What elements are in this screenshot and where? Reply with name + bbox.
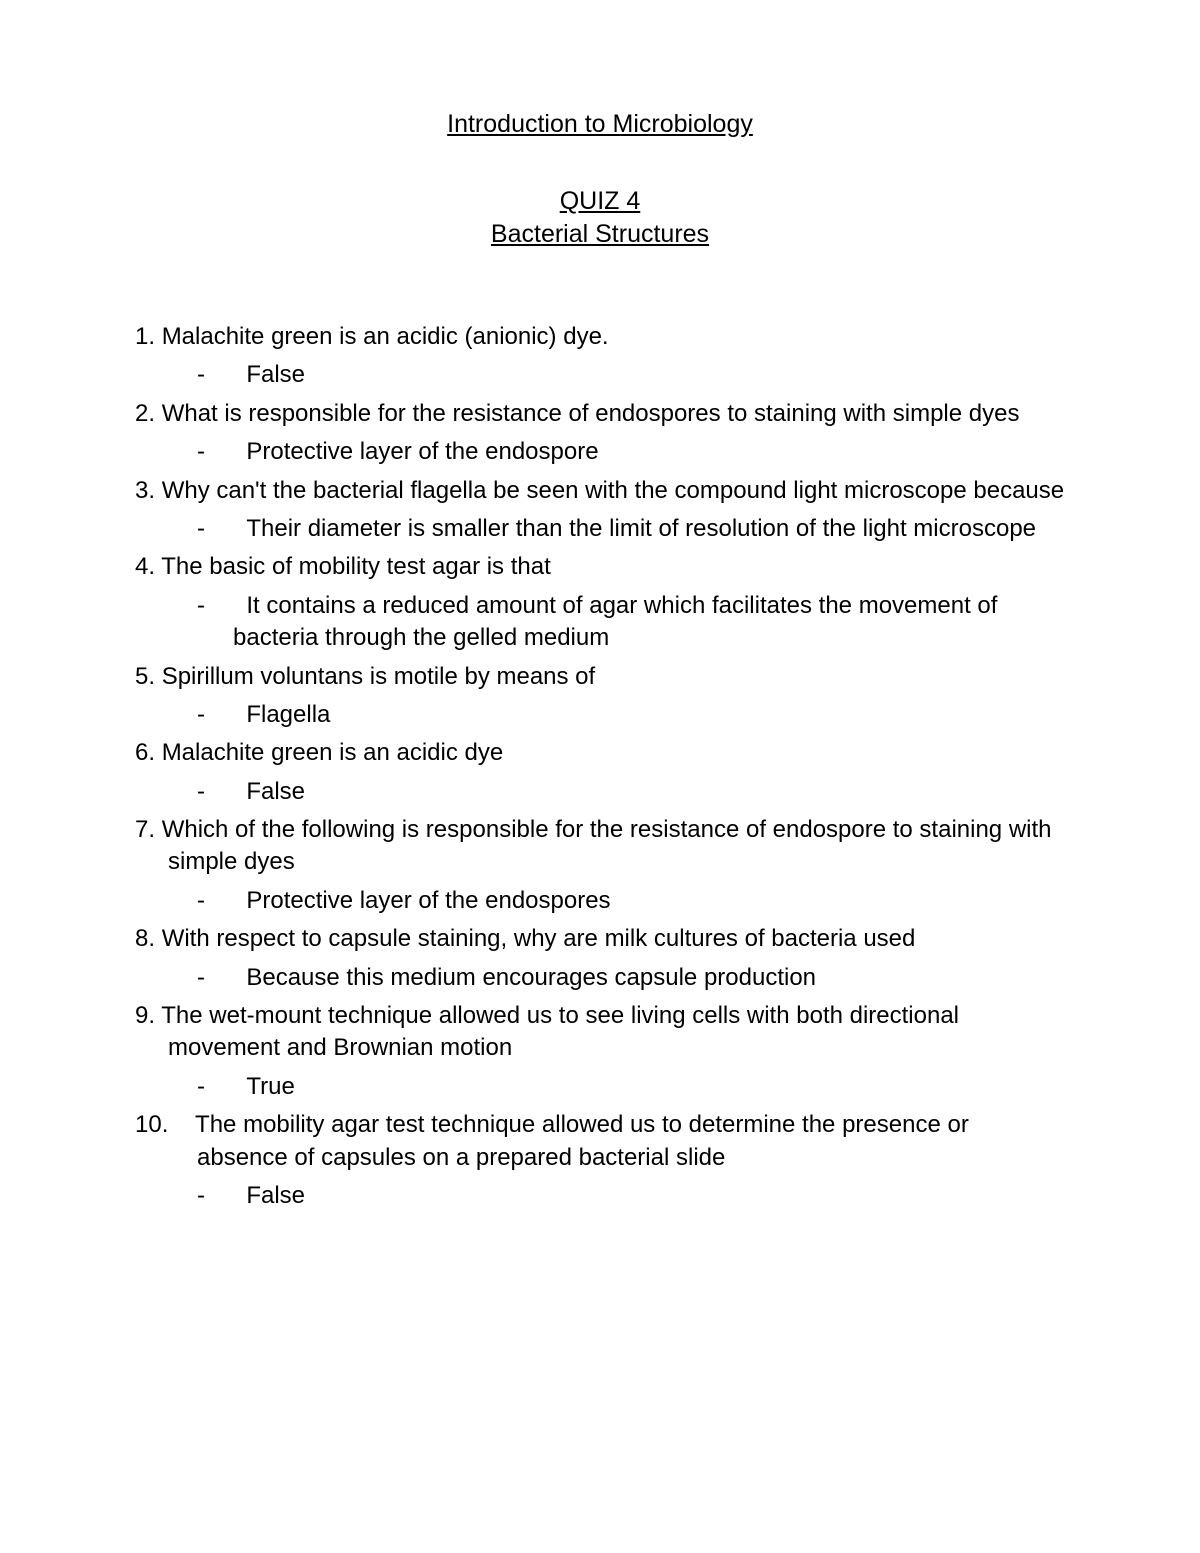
quiz-number: QUIZ 4 — [135, 187, 1065, 216]
dash-bullet: - — [215, 699, 233, 731]
question-text: 1. Malachite green is an acidic (anionic… — [135, 321, 1065, 353]
answer-text: True — [246, 1073, 294, 1100]
question-item: 7. Which of the following is responsible… — [135, 814, 1065, 879]
question-item: 6. Malachite green is an acidic dye — [135, 737, 1065, 769]
answer-line: - False — [153, 776, 1065, 808]
answer-line: - False — [153, 359, 1065, 391]
answer-text: False — [246, 778, 305, 805]
document-header: Introduction to Microbiology QUIZ 4 Bact… — [135, 110, 1065, 249]
question-text: 5. Spirillum voluntans is motile by mean… — [135, 661, 1065, 693]
dash-bullet: - — [215, 1180, 233, 1212]
question-text: 9. The wet-mount technique allowed us to… — [135, 1000, 1065, 1065]
question-item: 10. The mobility agar test technique all… — [135, 1109, 1065, 1174]
answer-line: - False — [153, 1180, 1065, 1212]
answer-line: - Protective layer of the endospores — [153, 885, 1065, 917]
questions-list: 1. Malachite green is an acidic (anionic… — [135, 321, 1065, 1212]
answer-text: False — [246, 361, 305, 388]
question-text: 3. Why can't the bacterial flagella be s… — [135, 475, 1065, 507]
quiz-header: QUIZ 4 Bacterial Structures — [135, 187, 1065, 249]
dash-bullet: - — [215, 513, 233, 545]
answer-text: Flagella — [246, 701, 330, 728]
answer-text: Protective layer of the endospore — [246, 438, 598, 465]
dash-bullet: - — [215, 590, 233, 622]
answer-text: Their diameter is smaller than the limit… — [246, 515, 1036, 542]
question-item: 8. With respect to capsule staining, why… — [135, 923, 1065, 955]
question-text: 8. With respect to capsule staining, why… — [135, 923, 1065, 955]
answer-line: - True — [153, 1071, 1065, 1103]
quiz-title: Bacterial Structures — [135, 220, 1065, 249]
dash-bullet: - — [215, 359, 233, 391]
dash-bullet: - — [215, 962, 233, 994]
question-item: 1. Malachite green is an acidic (anionic… — [135, 321, 1065, 353]
question-item: 5. Spirillum voluntans is motile by mean… — [135, 661, 1065, 693]
question-item: 3. Why can't the bacterial flagella be s… — [135, 475, 1065, 507]
course-title: Introduction to Microbiology — [447, 110, 753, 139]
dash-bullet: - — [215, 1071, 233, 1103]
question-item: 4. The basic of mobility test agar is th… — [135, 551, 1065, 583]
dash-bullet: - — [215, 436, 233, 468]
question-text: 6. Malachite green is an acidic dye — [135, 737, 1065, 769]
answer-text: It contains a reduced amount of agar whi… — [233, 592, 997, 651]
question-text: 4. The basic of mobility test agar is th… — [135, 551, 1065, 583]
question-text: 10. The mobility agar test technique all… — [135, 1109, 1065, 1174]
dash-bullet: - — [215, 885, 233, 917]
question-item: 9. The wet-mount technique allowed us to… — [135, 1000, 1065, 1065]
answer-text: Protective layer of the endospores — [246, 887, 610, 914]
answer-line: - Flagella — [153, 699, 1065, 731]
question-item: 2. What is responsible for the resistanc… — [135, 398, 1065, 430]
answer-text: Because this medium encourages capsule p… — [246, 964, 816, 991]
answer-line: - Their diameter is smaller than the lim… — [153, 513, 1065, 545]
dash-bullet: - — [215, 776, 233, 808]
answer-text: False — [246, 1182, 305, 1209]
question-text: 7. Which of the following is responsible… — [135, 814, 1065, 879]
answer-line: - It contains a reduced amount of agar w… — [153, 590, 1065, 655]
question-text: 2. What is responsible for the resistanc… — [135, 398, 1065, 430]
answer-line: - Protective layer of the endospore — [153, 436, 1065, 468]
answer-line: - Because this medium encourages capsule… — [153, 962, 1065, 994]
